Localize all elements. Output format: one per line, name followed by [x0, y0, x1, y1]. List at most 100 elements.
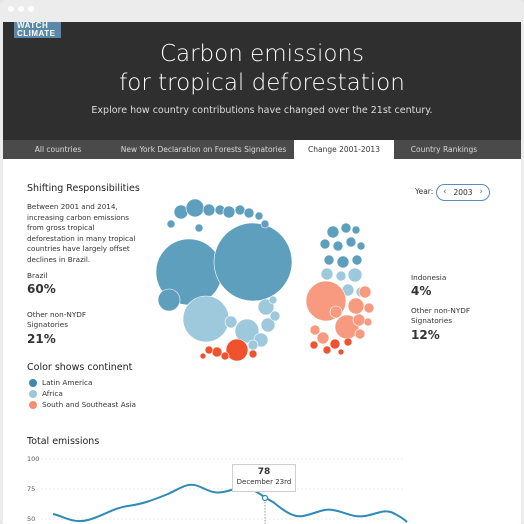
- legend-label: Africa: [42, 389, 63, 398]
- country-bubble[interactable]: [336, 255, 350, 269]
- stat-label-brazil: Brazil: [27, 271, 48, 280]
- legend-swatch: [29, 378, 37, 387]
- country-bubble[interactable]: [340, 222, 352, 234]
- country-bubble[interactable]: [234, 318, 260, 344]
- country-bubble[interactable]: [222, 205, 236, 219]
- country-bubble[interactable]: [269, 310, 281, 322]
- stat-value-other-right: 12%: [411, 328, 440, 342]
- country-bubble[interactable]: [351, 225, 361, 235]
- stat-label-other-left: Other non-NYDF Signatories: [27, 310, 87, 329]
- country-bubble[interactable]: [323, 254, 335, 266]
- country-bubble[interactable]: [309, 324, 321, 336]
- tooltip-value: 78: [257, 467, 271, 477]
- country-bubble[interactable]: [329, 305, 343, 319]
- window-dot-icon[interactable]: [18, 6, 24, 12]
- country-bubble[interactable]: [194, 223, 204, 233]
- country-bubble[interactable]: [199, 352, 207, 360]
- country-bubble[interactable]: [347, 297, 365, 315]
- window-dot-icon[interactable]: [28, 6, 34, 12]
- country-bubble[interactable]: [224, 315, 238, 329]
- country-bubble[interactable]: [322, 345, 332, 355]
- emissions-line: [52, 483, 408, 523]
- country-bubble[interactable]: [268, 295, 278, 305]
- country-bubble[interactable]: [356, 241, 366, 251]
- chevron-left-icon[interactable]: ‹: [443, 187, 447, 197]
- tab-country-rankings[interactable]: Country Rankings: [410, 145, 478, 154]
- country-bubble[interactable]: [363, 317, 373, 327]
- section-description: Between 2001 and 2014, increasing carbon…: [27, 202, 136, 264]
- legend-label: South and Southeast Asia: [42, 400, 137, 409]
- hover-point[interactable]: [261, 494, 269, 502]
- logo-line: CLIMATE: [17, 29, 56, 38]
- window-controls: [8, 6, 34, 12]
- country-bubble[interactable]: [358, 285, 372, 299]
- country-bubble[interactable]: [220, 351, 230, 361]
- country-bubble[interactable]: [354, 328, 366, 340]
- stat-label-indonesia: Indonesia: [411, 273, 447, 282]
- country-bubble[interactable]: [320, 267, 334, 281]
- country-bubble[interactable]: [319, 238, 331, 250]
- country-bubble[interactable]: [213, 222, 293, 302]
- legend-item-latin-america: Latin America: [29, 378, 92, 387]
- country-bubble[interactable]: [254, 211, 264, 221]
- year-selector[interactable]: ‹ 2003 ›: [436, 184, 490, 201]
- country-bubble[interactable]: [260, 219, 270, 229]
- legend-item-africa: Africa: [29, 389, 63, 398]
- stat-value-indonesia: 4%: [411, 284, 432, 298]
- country-bubble[interactable]: [326, 225, 340, 239]
- y-tick-label: 75: [27, 485, 35, 493]
- legend-swatch: [29, 389, 37, 398]
- page-subtitle: Explore how country contributions have c…: [91, 105, 433, 116]
- tab-all-countries[interactable]: All countries: [34, 145, 82, 154]
- chart-tooltip: 78 December 23rd: [232, 464, 296, 492]
- country-bubble[interactable]: [247, 339, 259, 351]
- y-tick-label: 100: [27, 455, 39, 463]
- page-title: Carbon emissions for tropical deforestat…: [3, 40, 521, 98]
- country-bubble[interactable]: [316, 331, 330, 345]
- legend-swatch: [29, 400, 37, 409]
- country-bubble[interactable]: [225, 338, 249, 362]
- country-bubble[interactable]: [234, 204, 246, 216]
- country-bubble[interactable]: [260, 317, 276, 333]
- country-bubble[interactable]: [166, 219, 176, 229]
- country-bubble[interactable]: [243, 207, 255, 219]
- y-tick-label: 50: [27, 515, 35, 523]
- hero-header: WATCH CLIMATE Carbon emissions for tropi…: [3, 22, 521, 140]
- country-bubble[interactable]: [182, 295, 230, 343]
- tab-nydf-signatories[interactable]: New York Declaration on Forests Signator…: [120, 145, 287, 154]
- window-dot-icon[interactable]: [8, 6, 14, 12]
- stat-value-brazil: 60%: [27, 282, 56, 296]
- country-bubble[interactable]: [343, 337, 353, 347]
- logo-line: WATCH: [17, 22, 49, 30]
- legend-title: Color shows continent: [27, 362, 133, 373]
- country-bubble[interactable]: [329, 338, 341, 350]
- country-bubble[interactable]: [211, 346, 223, 358]
- country-bubble[interactable]: [352, 313, 366, 327]
- country-bubble[interactable]: [157, 288, 181, 312]
- logo[interactable]: WATCH CLIMATE: [14, 22, 61, 38]
- country-bubble[interactable]: [309, 340, 319, 350]
- country-bubble[interactable]: [204, 345, 214, 355]
- page-title-line: Carbon emissions: [159, 41, 365, 67]
- year-value: 2003: [453, 188, 473, 197]
- country-bubble[interactable]: [347, 267, 363, 283]
- total-emissions-title: Total emissions: [27, 436, 100, 447]
- chevron-right-icon[interactable]: ›: [479, 187, 483, 197]
- bubble-chart: [155, 198, 375, 362]
- country-bubble[interactable]: [351, 254, 363, 266]
- tab-change-2001-2013[interactable]: Change 2001-2013: [294, 140, 394, 159]
- country-bubble[interactable]: [202, 203, 216, 217]
- stat-label-other-right: Other non-NYDF Signatories: [411, 306, 471, 325]
- country-bubble[interactable]: [185, 198, 205, 218]
- country-bubble[interactable]: [337, 348, 345, 356]
- section-title: Shifting Responsibilities: [27, 183, 140, 194]
- tooltip-date: December 23rd: [236, 478, 292, 486]
- country-bubble[interactable]: [248, 349, 258, 359]
- page-title-line: for tropical deforestation: [119, 70, 405, 96]
- country-bubble[interactable]: [332, 240, 344, 252]
- country-bubble[interactable]: [335, 270, 347, 282]
- page-viewport: WATCH CLIMATE Carbon emissions for tropi…: [3, 22, 521, 524]
- country-bubble[interactable]: [363, 302, 375, 314]
- country-bubble[interactable]: [345, 236, 357, 248]
